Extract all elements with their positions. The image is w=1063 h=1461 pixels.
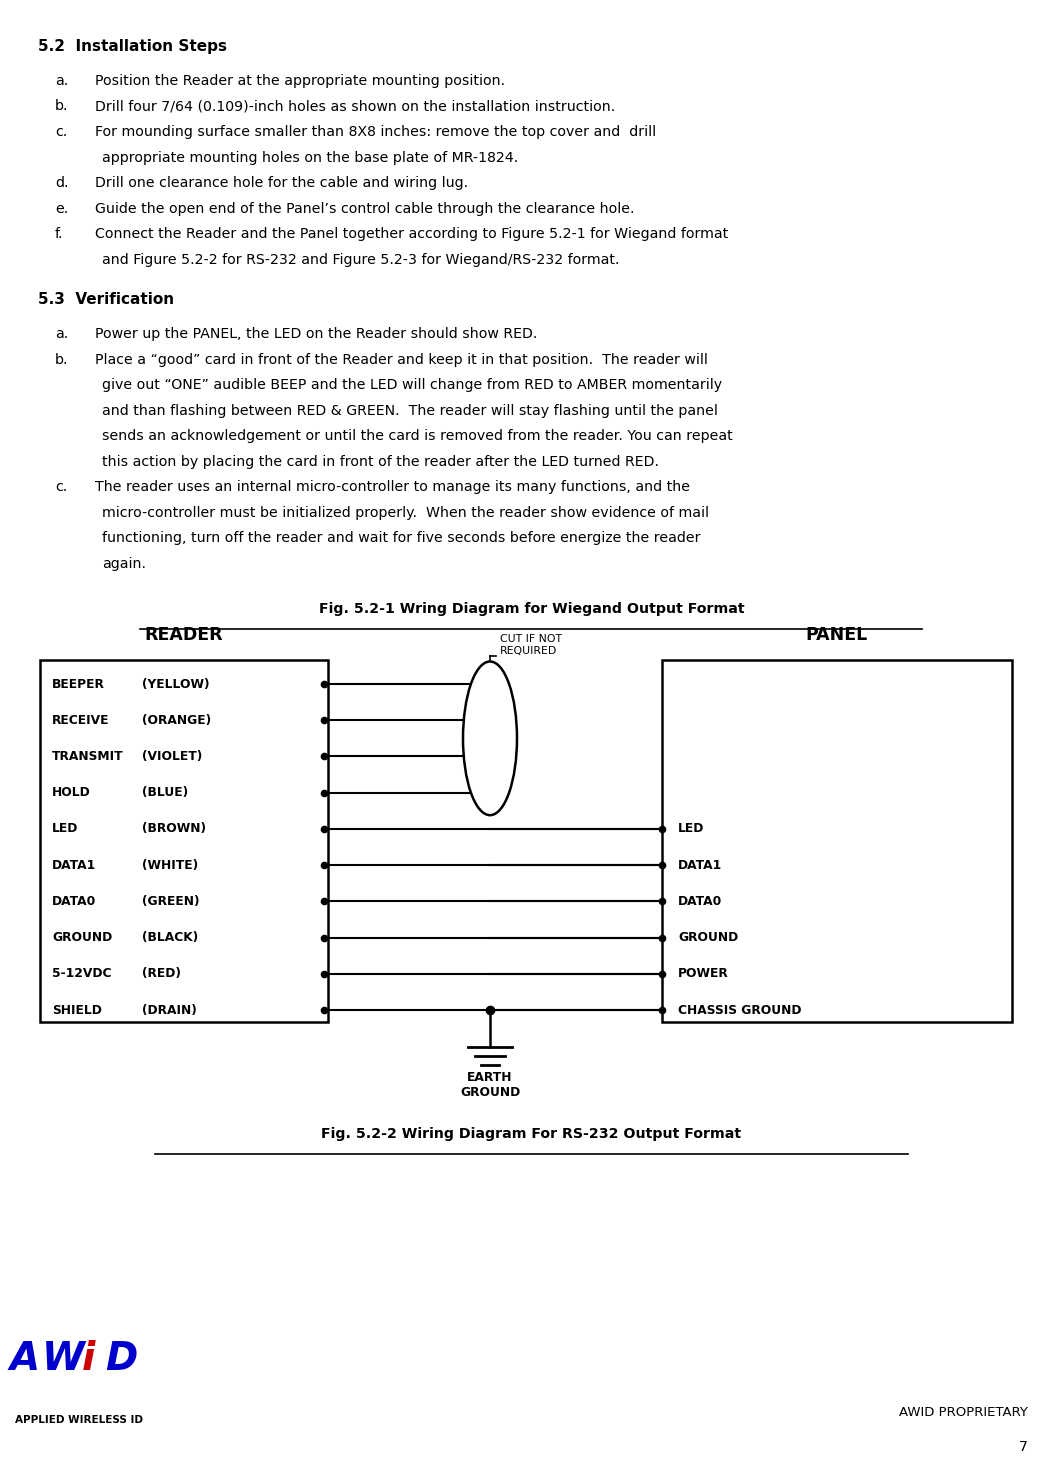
Text: The reader uses an internal micro-controller to manage its many functions, and t: The reader uses an internal micro-contro… [95, 481, 690, 494]
Bar [40, 660, 328, 1023]
Text: i: i [82, 1340, 96, 1378]
Text: CHASSIS GROUND: CHASSIS GROUND [678, 1004, 802, 1017]
Text: Place a “good” card in front of the Reader and keep it in that position.  The re: Place a “good” card in front of the Read… [95, 352, 708, 367]
Text: and than flashing between RED & GREEN.  The reader will stay flashing until the : and than flashing between RED & GREEN. T… [102, 403, 718, 418]
Text: Drill one clearance hole for the cable and wiring lug.: Drill one clearance hole for the cable a… [95, 175, 468, 190]
Text: 7: 7 [1019, 1441, 1028, 1454]
Text: DATA0: DATA0 [678, 894, 722, 907]
Text: Drill four 7/64 (0.109)-inch holes as shown on the installation instruction.: Drill four 7/64 (0.109)-inch holes as sh… [95, 99, 615, 114]
Text: d.: d. [55, 175, 68, 190]
Text: this action by placing the card in front of the reader after the LED turned RED.: this action by placing the card in front… [102, 454, 659, 469]
Text: 5-12VDC: 5-12VDC [52, 967, 112, 980]
Text: D: D [105, 1340, 137, 1378]
Text: (YELLOW): (YELLOW) [142, 678, 209, 691]
Text: (GREEN): (GREEN) [142, 894, 200, 907]
Text: (BROWN): (BROWN) [142, 823, 206, 836]
Text: DATA0: DATA0 [52, 894, 97, 907]
Text: (VIOLET): (VIOLET) [142, 749, 202, 763]
Text: a.: a. [55, 327, 68, 340]
Text: W: W [43, 1340, 85, 1378]
Text: POWER: POWER [678, 967, 729, 980]
Text: c.: c. [55, 126, 67, 139]
Text: Connect the Reader and the Panel together according to Figure 5.2-1 for Wiegand : Connect the Reader and the Panel togethe… [95, 226, 728, 241]
Text: DATA1: DATA1 [52, 859, 97, 872]
Text: TRANSMIT: TRANSMIT [52, 749, 123, 763]
Text: GROUND: GROUND [678, 931, 738, 944]
Text: LED: LED [678, 823, 705, 836]
Text: APPLIED WIRELESS ID: APPLIED WIRELESS ID [15, 1416, 144, 1424]
Ellipse shape [463, 662, 517, 815]
Text: Fig. 5.2-1 Wring Diagram for Wiegand Output Format: Fig. 5.2-1 Wring Diagram for Wiegand Out… [319, 602, 744, 617]
Text: b.: b. [55, 352, 68, 367]
Text: Position the Reader at the appropriate mounting position.: Position the Reader at the appropriate m… [95, 75, 505, 88]
Text: For mounding surface smaller than 8X8 inches: remove the top cover and  drill: For mounding surface smaller than 8X8 in… [95, 126, 656, 139]
Text: AWID PROPRIETARY: AWID PROPRIETARY [899, 1407, 1028, 1420]
Text: Power up the PANEL, the LED on the Reader should show RED.: Power up the PANEL, the LED on the Reade… [95, 327, 538, 340]
Bar [662, 660, 1012, 1023]
Text: functioning, turn off the reader and wait for five seconds before energize the r: functioning, turn off the reader and wai… [102, 530, 701, 545]
Text: BEEPER: BEEPER [52, 678, 105, 691]
Text: a.: a. [55, 75, 68, 88]
Text: (BLACK): (BLACK) [142, 931, 198, 944]
Text: EARTH
GROUND: EARTH GROUND [460, 1071, 520, 1099]
Text: A: A [10, 1340, 40, 1378]
Text: and Figure 5.2-2 for RS-232 and Figure 5.2-3 for Wiegand/RS-232 format.: and Figure 5.2-2 for RS-232 and Figure 5… [102, 253, 620, 266]
Text: (BLUE): (BLUE) [142, 786, 188, 799]
Text: SHIELD: SHIELD [52, 1004, 102, 1017]
Text: give out “ONE” audible BEEP and the LED will change from RED to AMBER momentaril: give out “ONE” audible BEEP and the LED … [102, 378, 722, 392]
Text: (ORANGE): (ORANGE) [142, 714, 212, 726]
Text: PANEL: PANEL [806, 625, 868, 644]
Text: Guide the open end of the Panel’s control cable through the clearance hole.: Guide the open end of the Panel’s contro… [95, 202, 635, 216]
Text: 5.2  Installation Steps: 5.2 Installation Steps [38, 39, 227, 54]
Text: READER: READER [145, 625, 223, 644]
Text: c.: c. [55, 481, 67, 494]
Text: Fig. 5.2-2 Wiring Diagram For RS-232 Output Format: Fig. 5.2-2 Wiring Diagram For RS-232 Out… [321, 1126, 742, 1141]
Text: appropriate mounting holes on the base plate of MR-1824.: appropriate mounting holes on the base p… [102, 150, 519, 165]
Text: CUT IF NOT
REQUIRED: CUT IF NOT REQUIRED [500, 634, 562, 656]
Text: f.: f. [55, 226, 64, 241]
Text: RECEIVE: RECEIVE [52, 714, 109, 726]
Text: HOLD: HOLD [52, 786, 90, 799]
Text: (DRAIN): (DRAIN) [142, 1004, 197, 1017]
Text: sends an acknowledgement or until the card is removed from the reader. You can r: sends an acknowledgement or until the ca… [102, 430, 732, 443]
Text: LED: LED [52, 823, 79, 836]
Text: again.: again. [102, 557, 146, 570]
Text: 5.3  Verification: 5.3 Verification [38, 292, 174, 307]
Text: GROUND: GROUND [52, 931, 113, 944]
Text: DATA1: DATA1 [678, 859, 722, 872]
Text: (RED): (RED) [142, 967, 181, 980]
Text: (WHITE): (WHITE) [142, 859, 198, 872]
Text: micro-controller must be initialized properly.  When the reader show evidence of: micro-controller must be initialized pro… [102, 506, 709, 520]
Text: e.: e. [55, 202, 68, 216]
Text: b.: b. [55, 99, 68, 114]
